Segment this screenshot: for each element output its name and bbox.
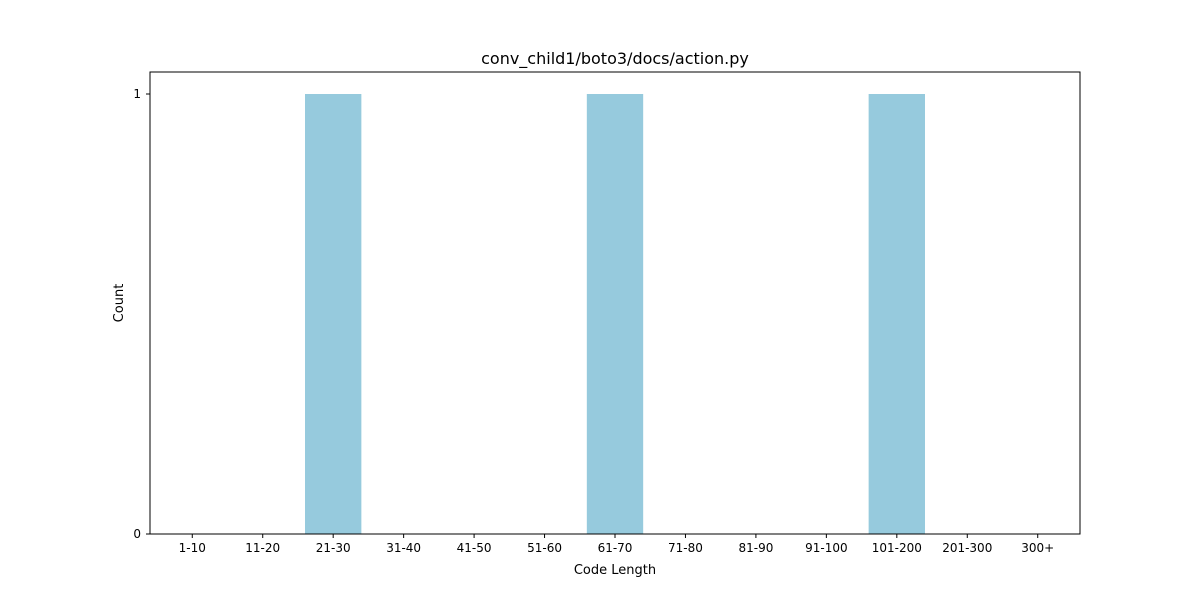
bar-21-30: [305, 94, 362, 534]
y-axis-label: Count: [112, 284, 127, 323]
x-tick-label: 201-300: [942, 541, 992, 555]
x-tick-label: 41-50: [457, 541, 492, 555]
bar-61-70: [586, 94, 644, 534]
y-tick-label: 0: [133, 527, 141, 541]
x-tick-label: 91-100: [805, 541, 848, 555]
x-tick-label: 71-80: [668, 541, 703, 555]
bar-101-200: [868, 94, 925, 534]
x-tick-label: 300+: [1021, 541, 1054, 555]
x-axis-ticks: 1-10 11-20 21-30 31-40 41-50 51-60 61-70 71-80 8…: [179, 534, 1054, 555]
x-tick-label: 61-70: [598, 541, 633, 555]
bars-group: [305, 94, 925, 534]
x-tick-label: 1-10: [179, 541, 206, 555]
x-tick-label: 31-40: [386, 541, 421, 555]
x-tick-label: 21-30: [316, 541, 351, 555]
x-tick-label: 11-20: [245, 541, 280, 555]
x-tick-label: 81-90: [738, 541, 773, 555]
x-tick-label: 51-60: [527, 541, 562, 555]
x-tick-label: 101-200: [872, 541, 922, 555]
chart-title: conv_child1/boto3/docs/action.py: [481, 49, 749, 69]
y-axis-ticks: 01: [133, 87, 150, 541]
y-tick-label: 1: [133, 87, 141, 101]
x-axis-label: Code Length: [574, 563, 656, 578]
